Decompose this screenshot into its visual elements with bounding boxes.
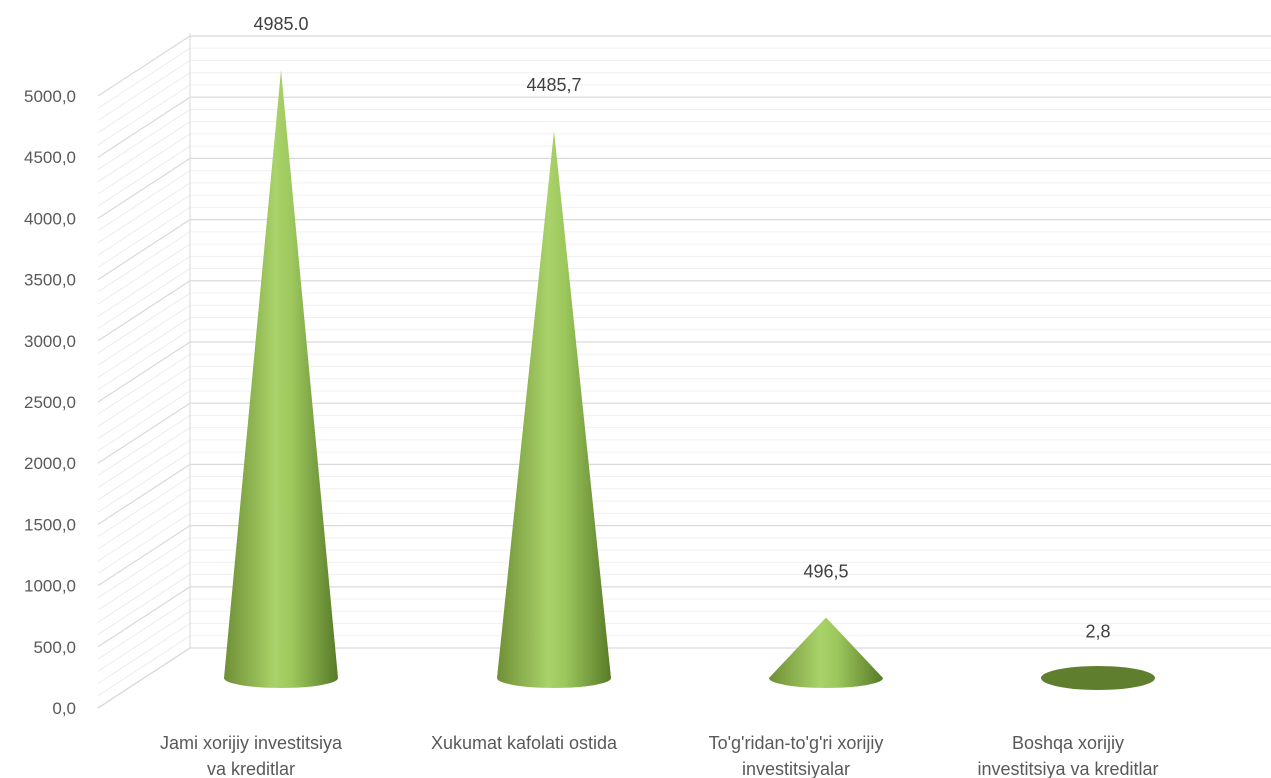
- wall-gridline: [97, 157, 191, 219]
- minor-wall-line: [97, 182, 191, 244]
- minor-wall-line: [97, 549, 191, 611]
- minor-wall-line: [97, 231, 191, 293]
- wall-gridline: [97, 586, 191, 648]
- minor-wall-line: [97, 268, 191, 329]
- wall-gridline: [97, 525, 191, 587]
- wall-gridline: [97, 35, 191, 97]
- minor-wall-line: [97, 170, 191, 232]
- cones: [224, 70, 1155, 690]
- minor-wall-line: [97, 574, 191, 635]
- minor-wall-line: [97, 415, 191, 476]
- floor-edge: [97, 647, 191, 709]
- minor-wall-line: [97, 512, 191, 574]
- y-tick-label: 1500,0: [24, 515, 76, 534]
- y-tick-label: 3000,0: [24, 332, 76, 351]
- minor-wall-line: [97, 317, 191, 378]
- y-tick-label: 2000,0: [24, 454, 76, 473]
- cone-bar: [769, 617, 883, 688]
- wall-gridline: [97, 280, 191, 342]
- category-label: va kreditlar: [207, 759, 295, 778]
- y-tick-label: 5000,0: [24, 87, 76, 106]
- minor-wall-line: [97, 439, 191, 501]
- minor-wall-line: [97, 121, 191, 183]
- data-label: 496,5: [803, 561, 848, 581]
- minor-wall-line: [97, 623, 191, 684]
- minor-wall-line: [97, 427, 191, 489]
- minor-wall-line: [97, 243, 191, 305]
- minor-wall-line: [97, 84, 191, 146]
- minor-wall-line: [97, 304, 191, 366]
- minor-wall-line: [97, 488, 191, 550]
- y-tick-label: 3500,0: [24, 271, 76, 290]
- cone-bar: [224, 70, 338, 688]
- minor-wall-line: [97, 72, 191, 134]
- minor-wall-line: [97, 366, 191, 427]
- minor-wall-line: [97, 476, 191, 538]
- minor-wall-line: [97, 255, 191, 317]
- minor-wall-line: [97, 206, 191, 268]
- minor-wall-line: [97, 353, 191, 415]
- minor-wall-line: [97, 561, 191, 623]
- minor-wall-line: [97, 378, 191, 440]
- minor-wall-line: [97, 47, 191, 109]
- data-label: 2,8: [1085, 622, 1110, 642]
- category-label: Xukumat kafolati ostida: [431, 733, 618, 753]
- category-label: investitsiyalar: [742, 759, 850, 778]
- y-tick-label: 1000,0: [24, 577, 76, 596]
- minor-wall-line: [97, 292, 191, 354]
- minor-wall-line: [97, 451, 191, 513]
- category-label: Boshqa xorijiy: [1012, 733, 1124, 753]
- minor-wall-line: [97, 145, 191, 207]
- wall-gridline: [97, 219, 191, 281]
- minor-wall-line: [97, 329, 191, 391]
- wall-gridline: [97, 341, 191, 403]
- minor-wall-line: [97, 133, 191, 195]
- y-axis-ticks: 0,0 500,0 1000,0 1500,0 2000,0 2500,0 3000,0 35…: [24, 87, 76, 718]
- cone-bar: [1041, 666, 1155, 690]
- category-label: Jami xorijiy investitsiya: [160, 733, 343, 753]
- data-labels: 4985.0 4485,7 496,5 2,8: [253, 14, 1110, 642]
- minor-wall-line: [97, 500, 191, 562]
- wall-gridline: [97, 402, 191, 464]
- minor-wall-line: [97, 60, 191, 121]
- data-label: 4485,7: [526, 75, 581, 95]
- y-tick-label: 500,0: [33, 638, 76, 657]
- minor-wall-line: [97, 635, 191, 697]
- category-labels: Jami xorijiy investitsiya va kreditlar Xuk…: [160, 733, 1159, 778]
- category-label: To'g'ridan-to'g'ri xorijiy: [709, 733, 884, 753]
- y-tick-label: 2500,0: [24, 393, 76, 412]
- minor-wall-line: [97, 610, 191, 672]
- minor-wall-line: [97, 537, 191, 599]
- y-tick-label: 4500,0: [24, 148, 76, 167]
- gridlines: [97, 32, 1271, 709]
- wall-gridline: [97, 463, 191, 525]
- minor-wall-line: [97, 390, 191, 452]
- wall-gridline: [97, 96, 191, 158]
- data-label: 4985.0: [253, 14, 308, 34]
- minor-wall-line: [97, 109, 191, 170]
- y-tick-label: 0,0: [52, 699, 76, 718]
- y-tick-label: 4000,0: [24, 209, 76, 228]
- cone-bar: [497, 130, 611, 688]
- minor-wall-line: [97, 194, 191, 256]
- category-label: investitsiya va kreditlar: [977, 759, 1158, 778]
- minor-wall-line: [97, 598, 191, 660]
